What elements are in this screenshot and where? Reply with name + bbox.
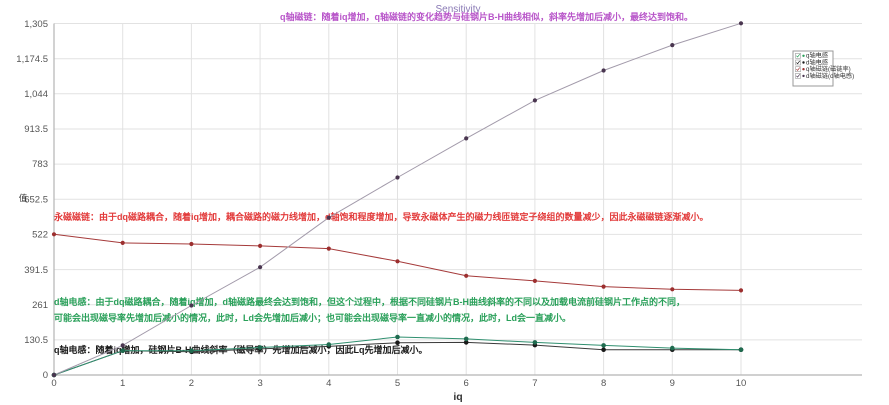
svg-text:1,305: 1,305 — [24, 19, 48, 30]
svg-text:可能会出现磁导率先增加后减小的情况，此时，Ld会先增加后减小: 可能会出现磁导率先增加后减小的情况，此时，Ld会先增加后减小；也可能会出现磁导率… — [54, 312, 571, 324]
svg-text:652.5: 652.5 — [24, 195, 48, 206]
svg-text:0: 0 — [51, 378, 56, 389]
svg-text:4: 4 — [326, 378, 331, 389]
svg-text:7: 7 — [532, 378, 537, 389]
svg-text:值: 值 — [19, 193, 28, 203]
svg-text:0: 0 — [43, 370, 48, 381]
svg-text:391.5: 391.5 — [24, 265, 48, 276]
svg-text:9: 9 — [670, 378, 675, 389]
svg-text:522: 522 — [32, 230, 48, 241]
svg-text:261: 261 — [32, 300, 48, 311]
svg-text:1,044: 1,044 — [24, 89, 48, 100]
svg-text:130.5: 130.5 — [24, 335, 48, 346]
svg-text:6: 6 — [464, 378, 469, 389]
svg-text:5: 5 — [395, 378, 400, 389]
svg-text:d轴电感：由于dq磁路耦合，随着iq增加，d轴磁路最终会达到: d轴电感：由于dq磁路耦合，随着iq增加，d轴磁路最终会达到饱和，但这个过程中，… — [54, 296, 685, 307]
svg-text:1,174.5: 1,174.5 — [16, 54, 48, 65]
svg-text:783: 783 — [32, 159, 48, 170]
svg-text:1: 1 — [120, 378, 125, 389]
svg-text:913.5: 913.5 — [24, 124, 48, 135]
svg-text:iq: iq — [453, 391, 462, 403]
svg-text:10: 10 — [736, 378, 747, 389]
svg-text:8: 8 — [601, 378, 606, 389]
svg-text:d轴磁链(d轴电感): d轴磁链(d轴电感) — [806, 72, 854, 80]
svg-text:永磁磁链：由于dq磁路耦合，随着iq增加，耦合磁路的磁力线增: 永磁磁链：由于dq磁路耦合，随着iq增加，耦合磁路的磁力线增加，d轴饱和程度增加… — [53, 211, 709, 222]
svg-text:3: 3 — [257, 378, 262, 389]
svg-text:q轴磁链：随着iq增加，q轴磁链的变化趋势与硅钢片B-H曲线: q轴磁链：随着iq增加，q轴磁链的变化趋势与硅钢片B-H曲线相似，斜率先增加后减… — [280, 11, 693, 22]
svg-text:2: 2 — [189, 378, 194, 389]
